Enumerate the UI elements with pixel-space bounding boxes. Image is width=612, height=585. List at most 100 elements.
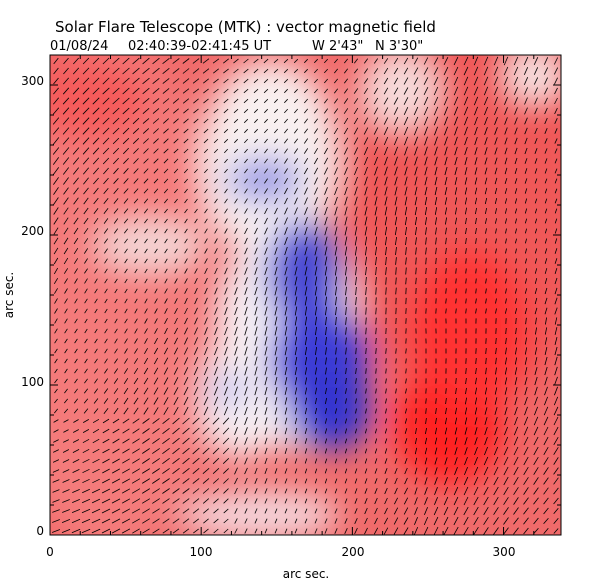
field-vector — [334, 508, 338, 514]
field-vector — [153, 128, 159, 134]
field-vector — [413, 526, 419, 535]
field-vector — [113, 218, 119, 224]
field-vector — [294, 98, 298, 104]
field-vector — [92, 478, 100, 484]
field-vector — [553, 416, 559, 426]
field-vector — [483, 76, 489, 86]
field-vector — [364, 527, 368, 535]
field-vector — [444, 136, 448, 146]
field-vector — [73, 207, 79, 215]
field-vector — [424, 166, 428, 176]
field-vector — [345, 286, 347, 296]
field-vector — [314, 286, 318, 296]
field-vector — [264, 306, 268, 316]
field-vector — [414, 146, 418, 156]
field-vector — [104, 368, 108, 374]
field-vector — [224, 297, 228, 305]
field-vector — [124, 298, 128, 304]
field-vector — [384, 186, 388, 196]
observation-latitude: N 3'30" — [375, 39, 423, 54]
field-vector — [172, 58, 180, 64]
field-vector — [154, 298, 158, 304]
field-vector — [82, 117, 90, 125]
field-vector — [72, 87, 80, 95]
field-vector — [234, 498, 238, 504]
field-vector — [314, 226, 318, 236]
field-vector — [474, 197, 478, 205]
field-vector — [53, 177, 59, 185]
field-vector — [222, 447, 230, 455]
field-vector — [304, 207, 308, 215]
field-vector — [244, 188, 248, 194]
field-vector — [274, 437, 278, 445]
field-vector — [433, 86, 439, 96]
field-vector — [192, 478, 200, 484]
field-vector — [294, 187, 298, 195]
field-vector — [514, 137, 518, 145]
field-vector — [154, 218, 158, 224]
field-vector — [534, 208, 538, 214]
field-vector — [484, 417, 488, 425]
field-vector — [454, 166, 458, 176]
field-vector — [234, 386, 238, 396]
field-vector — [344, 226, 348, 236]
field-vector — [554, 366, 558, 376]
field-vector — [234, 277, 238, 285]
field-vector — [425, 227, 427, 235]
field-vector — [223, 468, 229, 474]
field-vector — [385, 277, 387, 285]
field-vector — [173, 168, 179, 174]
field-vector — [454, 447, 458, 455]
field-vector — [112, 87, 120, 95]
field-vector — [154, 328, 158, 334]
field-vector — [434, 487, 438, 495]
field-vector — [154, 238, 158, 244]
field-vector — [234, 356, 238, 366]
field-vector — [184, 248, 188, 254]
field-vector — [223, 138, 229, 144]
field-vector — [164, 258, 168, 264]
field-vector — [415, 237, 417, 245]
field-vector — [244, 437, 248, 445]
field-vector — [273, 68, 279, 74]
field-vector — [543, 528, 549, 534]
field-vector — [405, 247, 407, 255]
field-vector — [365, 317, 367, 325]
field-vector — [374, 196, 378, 206]
field-vector — [84, 368, 88, 374]
field-vector — [533, 416, 539, 426]
field-vector — [162, 108, 170, 114]
field-vector — [192, 68, 200, 74]
field-vector — [164, 238, 168, 244]
field-vector — [123, 158, 129, 164]
field-vector — [384, 226, 388, 236]
field-vector — [253, 98, 259, 104]
field-vector — [144, 318, 148, 324]
field-vector — [324, 187, 328, 195]
field-vector — [544, 386, 548, 396]
field-vector — [434, 207, 438, 215]
field-vector — [335, 408, 337, 414]
field-vector — [343, 117, 349, 125]
field-vector — [121, 478, 131, 484]
field-vector — [474, 407, 478, 415]
field-vector — [325, 337, 327, 345]
field-vector — [435, 247, 437, 255]
field-vector — [323, 137, 329, 145]
field-vector — [483, 486, 489, 496]
field-vector — [223, 98, 229, 104]
field-vector — [445, 397, 447, 405]
field-vector — [303, 98, 309, 104]
field-vector — [415, 408, 417, 414]
field-vector — [113, 157, 119, 165]
field-vector — [113, 198, 119, 204]
field-vector — [293, 68, 299, 74]
field-vector — [494, 106, 498, 116]
field-vector — [74, 318, 78, 324]
field-vector — [294, 256, 298, 266]
field-vector — [314, 468, 318, 474]
field-vector — [102, 67, 110, 75]
field-vector — [444, 477, 448, 485]
field-vector — [365, 266, 367, 276]
field-vector — [284, 478, 288, 484]
